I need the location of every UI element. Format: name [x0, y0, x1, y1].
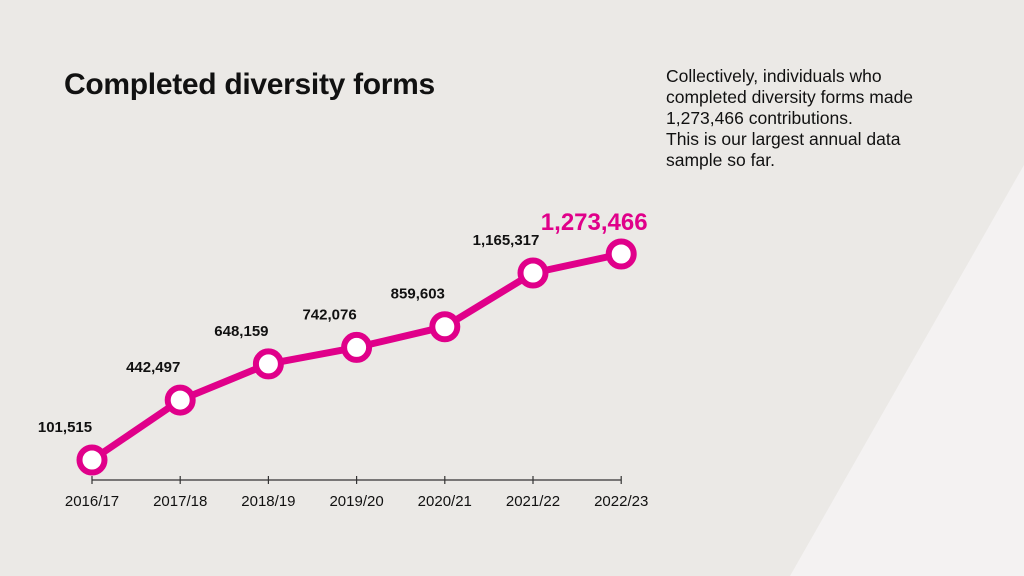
data-point — [164, 384, 196, 416]
description-line: completed diversity forms made — [666, 87, 914, 107]
description-line: 1,273,466 contributions. — [666, 108, 853, 128]
data-label: 1,165,317 — [473, 232, 540, 249]
description-line: sample so far. — [666, 150, 775, 170]
data-label: 101,515 — [38, 419, 92, 436]
x-tick-label: 2017/18 — [153, 493, 207, 510]
data-point — [429, 311, 461, 343]
x-tick-label: 2019/20 — [329, 493, 383, 510]
description-line: This is our largest annual data — [666, 129, 901, 149]
data-label: 859,603 — [391, 286, 445, 303]
data-point — [76, 444, 108, 476]
x-tick-label: 2016/17 — [65, 493, 119, 510]
light-diagonal-panel — [790, 165, 1024, 576]
description-text: Collectively, individuals who completed … — [666, 66, 966, 171]
data-label: 442,497 — [126, 359, 180, 376]
description-line: Collectively, individuals who — [666, 66, 882, 86]
chart-title: Completed diversity forms — [64, 68, 435, 101]
x-tick-label: 2022/23 — [594, 493, 648, 510]
data-label: 742,076 — [302, 306, 356, 323]
data-point — [252, 348, 284, 380]
data-label: 1,273,466 — [541, 209, 648, 236]
data-point — [341, 331, 373, 363]
x-tick-label: 2018/19 — [241, 493, 295, 510]
x-tick-label: 2021/22 — [506, 493, 560, 510]
x-tick-label: 2020/21 — [418, 493, 472, 510]
data-label: 648,159 — [214, 323, 268, 340]
data-point — [605, 238, 637, 270]
data-point — [517, 257, 549, 289]
